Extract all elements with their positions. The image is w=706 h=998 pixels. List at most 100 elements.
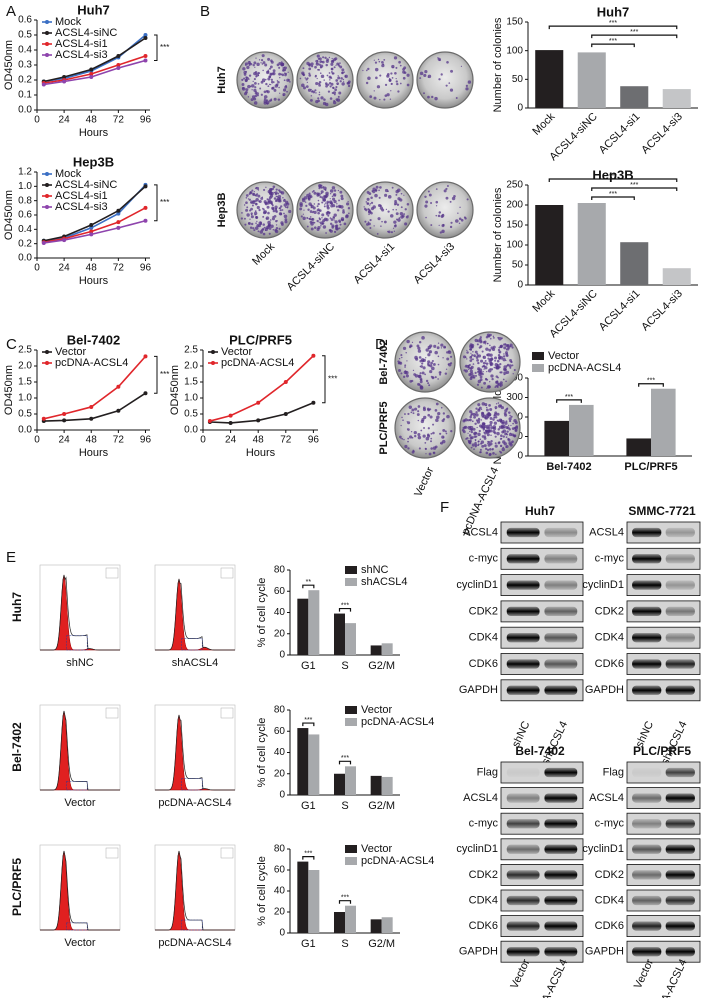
colony [275,195,277,198]
legend-marker [45,20,49,24]
colony [390,90,392,92]
colony [343,222,347,226]
colony [266,70,270,75]
colony [492,452,495,455]
colony [403,66,407,70]
colony [483,431,485,433]
data-point [89,67,94,72]
colony [327,83,330,86]
colony [478,370,482,374]
g1-peak [155,578,235,651]
bar [345,766,356,795]
colony [264,63,268,67]
colony [268,75,272,79]
band [544,580,578,590]
blot-strip [626,761,701,784]
blot-background [500,889,584,912]
colony [437,378,439,380]
annotation: *** [328,374,337,383]
colony [335,205,339,208]
x-tick-label: 48 [86,263,98,274]
data-point [89,223,94,228]
flow-histogram [39,844,121,931]
data-point [62,79,67,84]
colony [492,335,495,338]
colony [279,76,281,79]
colony [265,78,267,81]
colony [506,407,509,409]
colony [344,74,348,79]
y-tick-label: 50 [512,74,524,85]
band [544,767,578,778]
colony [435,214,438,217]
colony [479,451,482,454]
colony [422,366,426,370]
colony [450,69,454,73]
colony [325,59,329,63]
colony [400,372,403,375]
colony [258,221,263,225]
colony [513,419,517,423]
colony [386,72,390,76]
colony [342,78,345,81]
legend-marker [45,42,49,46]
colony [276,80,279,82]
colony [471,420,474,423]
data-point [256,400,261,405]
data-point [283,380,288,384]
data-point [283,412,288,416]
colony-plate [394,331,456,393]
bar [544,420,569,456]
colony [328,211,331,214]
colony [259,230,263,234]
colony-plate [356,181,414,239]
colony [249,62,253,66]
colony [432,363,436,366]
colony [388,77,391,80]
y-tick-label: 1.0 [18,393,32,404]
colony [381,60,384,64]
data-point [143,33,148,37]
colony [442,418,446,421]
colony [245,76,248,79]
colony [262,69,264,72]
colony [343,81,345,83]
colony [430,447,433,450]
colony [271,207,275,211]
colony [469,367,473,370]
x-tick-label: 24 [225,435,237,446]
protein-label: cyclinD1 [456,843,498,855]
colony [398,60,401,64]
significance-bracket [302,856,315,860]
colony [336,62,340,66]
colony [406,428,409,430]
band [544,870,578,880]
colony [280,191,285,195]
colony [500,445,502,447]
colony [373,225,375,227]
colony [394,71,397,75]
colony [447,350,451,353]
colony [427,353,431,357]
legend-swatch [532,364,544,372]
data-point [62,412,67,416]
colony [503,346,507,350]
bar [535,50,564,108]
colony [367,208,370,211]
column-label: ACSL4-si1 [352,241,398,287]
colony [278,61,282,65]
colony [440,347,443,349]
colony [436,346,440,350]
legend-label: Vector [221,346,253,358]
colony [505,444,509,449]
y-tick-label: 0.4 [18,45,32,56]
colony [383,220,387,224]
colony [484,343,487,345]
colony [434,376,437,379]
colony [404,413,406,415]
colony [306,225,309,228]
colony [479,378,483,382]
data-point [62,238,67,243]
colony [299,77,302,80]
colony [434,350,438,355]
